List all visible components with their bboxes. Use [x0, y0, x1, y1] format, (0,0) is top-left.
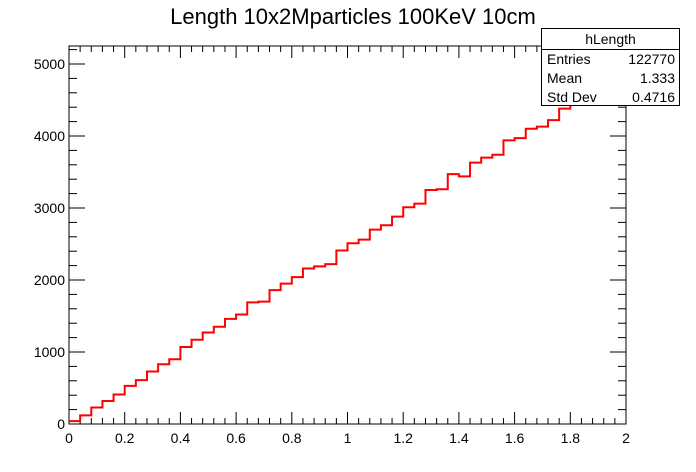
x-tick-label: 0.8	[282, 430, 302, 446]
axis-tick-labels: 0 0.2 0.4 0.6 0.8 1 1.2 1.4 1.6 1.8 2 0 1000 2000 3000…	[34, 56, 630, 446]
stats-title: hLength	[542, 29, 679, 50]
histogram-series-line	[69, 73, 626, 423]
x-tick-label: 2	[622, 430, 630, 446]
x-tick-label: 1.8	[561, 430, 581, 446]
x-tick-label: 1.6	[505, 430, 525, 446]
chart-title: Length 10x2Mparticles 100KeV 10cm	[170, 4, 536, 29]
y-tick-label: 3000	[34, 200, 65, 216]
x-tick-label: 1.2	[393, 430, 413, 446]
stats-label: Entries	[547, 51, 591, 67]
stats-row-stddev: Std Dev 0.4716	[542, 88, 679, 107]
stats-label: Mean	[547, 70, 583, 86]
stats-label: Std Dev	[547, 89, 597, 105]
x-tick-label: 0	[65, 430, 73, 446]
y-tick-label: 1000	[34, 344, 65, 360]
stats-row-entries: Entries 122770	[542, 50, 679, 69]
axis-ticks	[68, 46, 627, 425]
stats-value: 0.4716	[632, 89, 675, 105]
x-tick-label: 1	[344, 430, 352, 446]
x-tick-label: 0.2	[115, 430, 135, 446]
y-tick-label: 2000	[34, 272, 65, 288]
stats-box: hLength Entries 122770 Mean 1.333 Std De…	[541, 28, 680, 106]
stats-row-mean: Mean 1.333	[542, 69, 679, 88]
x-tick-label: 0.6	[226, 430, 246, 446]
y-tick-label: 0	[57, 416, 65, 432]
y-tick-label: 5000	[34, 56, 65, 72]
stats-value: 122770	[628, 51, 675, 67]
x-tick-label: 0.4	[171, 430, 191, 446]
stats-value: 1.333	[639, 70, 675, 86]
y-tick-label: 4000	[34, 128, 65, 144]
x-tick-label: 1.4	[449, 430, 469, 446]
